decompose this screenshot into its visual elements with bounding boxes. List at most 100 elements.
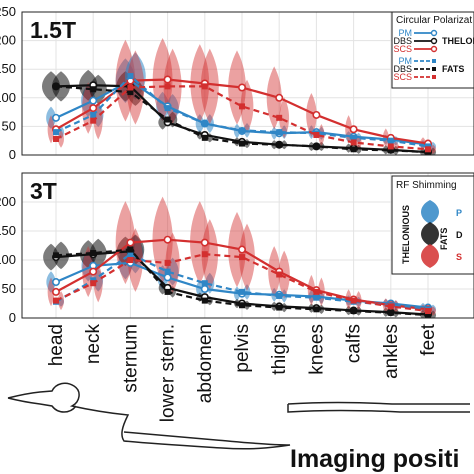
category-label-head: head — [46, 324, 67, 366]
legend-violin — [421, 244, 439, 268]
data-point-scs — [127, 257, 134, 263]
legend-entry-label: PM — [399, 56, 413, 66]
distribution-scs — [58, 130, 64, 148]
legend-entry-label: SCS — [393, 44, 412, 54]
data-point-dbs — [350, 146, 357, 153]
legend-marker — [432, 67, 436, 71]
distribution-scs — [200, 48, 219, 125]
category-label-sternum: sternum — [120, 324, 141, 393]
plot-area — [42, 37, 436, 155]
distribution-scs — [47, 277, 55, 307]
data-point-scs — [201, 83, 208, 90]
legend: Circular PolarizatPMDBSSCSTHELONIPMDBSSC… — [391, 11, 474, 89]
data-point-scs — [164, 259, 171, 266]
data-point-pm — [51, 113, 60, 122]
data-point-pm — [200, 284, 209, 293]
data-point-pm — [164, 268, 171, 275]
data-point-scs — [387, 143, 394, 150]
data-point-pm — [53, 129, 59, 136]
plot-area — [43, 196, 436, 318]
data-point-pm — [89, 96, 98, 105]
series-line-scs-fats — [55, 253, 429, 313]
y-tick-label: 200 — [0, 194, 16, 209]
data-point-scs — [89, 267, 98, 276]
plot-frame — [21, 172, 474, 319]
data-point-scs — [51, 287, 60, 296]
data-point-dbs — [90, 86, 97, 93]
data-point-pm — [276, 292, 283, 299]
data-point-dbs — [53, 83, 59, 90]
y-tick-label: 250 — [0, 4, 16, 19]
data-point-scs — [200, 238, 209, 247]
data-point-scs — [163, 75, 172, 84]
distribution-pm — [196, 280, 204, 298]
data-point-pm — [51, 278, 60, 287]
data-point-dbs — [201, 297, 208, 304]
y-tick-label: 100 — [0, 252, 16, 267]
category-label-calfs: calfs — [344, 324, 365, 363]
data-point-dbs — [239, 302, 245, 309]
distribution-scs — [126, 50, 145, 125]
distribution-pm — [46, 271, 56, 293]
data-point-dbs — [387, 147, 394, 154]
data-point-scs — [238, 245, 247, 254]
data-point-scs — [313, 131, 320, 138]
y-tick-label: 150 — [0, 223, 16, 238]
legend-marker — [430, 37, 438, 45]
data-point-pm — [313, 294, 320, 301]
data-point-pm — [127, 73, 134, 80]
legend-entry-label: PM — [399, 28, 413, 38]
data-point-pm — [90, 111, 97, 118]
data-point-dbs — [276, 141, 283, 148]
data-point-scs — [425, 308, 431, 315]
legend-group-label: THELONIOUS — [401, 205, 411, 264]
data-point-scs — [425, 146, 431, 153]
data-point-scs — [350, 139, 357, 146]
data-point-dbs — [127, 89, 134, 96]
legend-title: Circular Polarizat — [396, 15, 472, 26]
legend-marker — [430, 45, 438, 53]
distribution-scs — [240, 79, 254, 134]
legend-marker — [432, 75, 436, 79]
legend-entry-label: S — [456, 252, 462, 262]
legend-marker — [432, 59, 436, 63]
data-point-dbs — [90, 250, 97, 257]
plot-frame — [21, 11, 474, 156]
legend-group-label: FATS — [439, 228, 449, 250]
x-axis-label: Imaging positi — [290, 445, 459, 473]
distribution-scs — [239, 223, 255, 291]
data-point-pm — [201, 280, 208, 287]
data-point-scs — [164, 83, 171, 90]
data-point-scs — [89, 104, 98, 113]
data-point-scs — [126, 238, 135, 247]
data-point-dbs — [425, 312, 431, 318]
data-point-dbs — [164, 288, 171, 295]
y-tick-label: 150 — [0, 61, 16, 76]
series-line-scs-fats — [55, 85, 429, 151]
data-point-scs — [349, 125, 358, 134]
y-tick-label: 100 — [0, 90, 16, 105]
data-point-pm — [239, 288, 245, 295]
distribution-scs — [382, 128, 389, 148]
data-point-scs — [127, 84, 134, 91]
data-point-scs — [239, 254, 245, 261]
legend-marker — [430, 29, 438, 37]
data-point-scs — [238, 83, 247, 92]
data-point-pm — [163, 273, 172, 282]
data-point-scs — [350, 297, 357, 304]
data-point-scs — [276, 271, 283, 278]
legend-group-label: FATS — [442, 64, 464, 74]
data-point-scs — [90, 280, 97, 287]
data-point-pm — [239, 127, 245, 134]
data-point-dbs — [201, 134, 208, 141]
data-point-pm — [387, 137, 394, 144]
distribution-scs — [279, 97, 290, 139]
data-point-dbs — [239, 140, 245, 147]
data-point-pm — [276, 129, 283, 136]
y-tick-label: 0 — [9, 310, 16, 325]
data-point-dbs — [350, 308, 357, 315]
y-tick-label: 50 — [2, 118, 16, 133]
